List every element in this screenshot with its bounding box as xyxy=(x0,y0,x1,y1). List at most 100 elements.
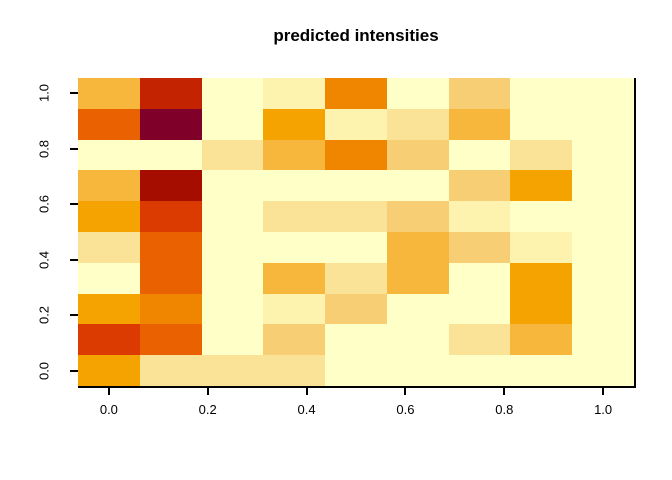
x-axis-tick-label: 0.2 xyxy=(198,402,217,417)
x-axis-tick xyxy=(404,388,407,395)
heatmap-cell xyxy=(263,231,326,263)
heatmap-cell xyxy=(201,201,264,232)
x-axis-tick-label: 0.8 xyxy=(495,402,514,417)
heatmap-cell xyxy=(201,355,264,386)
heatmap-cell xyxy=(139,108,202,140)
y-axis-tick-label: 0.2 xyxy=(36,306,52,325)
y-axis-tick-label: 0.0 xyxy=(36,361,52,380)
heatmap-cell xyxy=(78,170,140,202)
x-axis-tick-label: 1.0 xyxy=(594,402,613,417)
heatmap-cell xyxy=(325,231,387,263)
heatmap-cell xyxy=(448,170,511,202)
heatmap-cell xyxy=(510,78,573,109)
heatmap-cell xyxy=(325,355,387,386)
heatmap-cell xyxy=(572,170,634,202)
heatmap-cell xyxy=(263,170,326,202)
heatmap-cell xyxy=(78,108,140,140)
heatmap-cell xyxy=(448,324,511,356)
heatmap-cell xyxy=(201,293,264,325)
heatmap-cell xyxy=(139,170,202,202)
heatmap-cell xyxy=(139,231,202,263)
heatmap-cell xyxy=(510,293,573,325)
heatmap-cell xyxy=(78,139,140,171)
heatmap-cell xyxy=(510,355,573,386)
heatmap-cell xyxy=(510,108,573,140)
y-axis-tick-label: 0.6 xyxy=(36,195,52,214)
heatmap-cell xyxy=(78,324,140,356)
y-axis-tick xyxy=(70,147,78,150)
x-axis-tick xyxy=(305,388,308,395)
x-axis-tick-label: 0.0 xyxy=(99,402,118,417)
heatmap-cell xyxy=(510,231,573,263)
heatmap-cell xyxy=(325,108,387,140)
y-axis-tick-label: 0.4 xyxy=(36,250,52,269)
heatmap-cell xyxy=(386,324,449,356)
heatmap-cell xyxy=(78,293,140,325)
heatmap-cell xyxy=(263,139,326,171)
heatmap-cell xyxy=(386,231,449,263)
y-axis-tick xyxy=(70,258,78,261)
heatmap-cell xyxy=(510,262,573,294)
heatmap-cell xyxy=(510,139,573,171)
x-axis-tick xyxy=(107,388,110,395)
heatmap-cell xyxy=(139,324,202,356)
heatmap-cell xyxy=(263,262,326,294)
heatmap-cell xyxy=(78,78,140,109)
y-axis-tick xyxy=(70,369,78,372)
heatmap-cell xyxy=(386,293,449,325)
heatmap-cell xyxy=(263,324,326,356)
heatmap-cell xyxy=(325,139,387,171)
heatmap-cell xyxy=(448,355,511,386)
heatmap-cell xyxy=(386,201,449,232)
heatmap-cell xyxy=(572,355,634,386)
heatmap-cell xyxy=(201,231,264,263)
heatmap-cell xyxy=(325,78,387,109)
heatmap-cell xyxy=(448,108,511,140)
y-axis-tick xyxy=(70,314,78,317)
heatmap-cell xyxy=(448,139,511,171)
heatmap-cell xyxy=(386,139,449,171)
heatmap-cell xyxy=(572,78,634,109)
heatmap-cell xyxy=(448,78,511,109)
heatmap-cell xyxy=(325,170,387,202)
heatmap-cell xyxy=(448,293,511,325)
heatmap-cell xyxy=(78,262,140,294)
heatmap-cell xyxy=(386,262,449,294)
heatmap-cell xyxy=(263,355,326,386)
y-axis-tick-label: 0.8 xyxy=(36,139,52,158)
heatmap-cell xyxy=(325,201,387,232)
heatmap-cell xyxy=(263,201,326,232)
heatmap-cell xyxy=(139,139,202,171)
x-axis-tick xyxy=(206,388,209,395)
x-axis-tick-label: 0.6 xyxy=(396,402,415,417)
heatmap-cell xyxy=(572,201,634,232)
heatmap-cell xyxy=(201,170,264,202)
heatmap-cell xyxy=(386,355,449,386)
heatmap-cell xyxy=(572,324,634,356)
y-axis-tick-label: 1.0 xyxy=(36,84,52,103)
heatmap-cell xyxy=(572,108,634,140)
heatmap-cell xyxy=(325,293,387,325)
heatmap-cell xyxy=(201,262,264,294)
y-axis-tick xyxy=(70,203,78,206)
heatmap-cell xyxy=(139,262,202,294)
heatmap-cell xyxy=(201,324,264,356)
heatmap-cell xyxy=(510,170,573,202)
heatmap-cell xyxy=(139,201,202,232)
chart-title: predicted intensities xyxy=(273,26,439,45)
heatmap-grid xyxy=(78,78,636,388)
heatmap-cell xyxy=(263,293,326,325)
heatmap-cell xyxy=(325,324,387,356)
heatmap-cell xyxy=(139,293,202,325)
heatmap-cell xyxy=(263,78,326,109)
heatmap-cell xyxy=(263,108,326,140)
x-axis-tick-label: 0.4 xyxy=(297,402,316,417)
x-axis-tick xyxy=(503,388,506,395)
y-axis-tick xyxy=(70,92,78,95)
heatmap-cell xyxy=(510,201,573,232)
heatmap-cell xyxy=(510,324,573,356)
heatmap-cell xyxy=(78,201,140,232)
heatmap-cell xyxy=(78,355,140,386)
heatmap-cell xyxy=(572,139,634,171)
heatmap-cell xyxy=(325,262,387,294)
